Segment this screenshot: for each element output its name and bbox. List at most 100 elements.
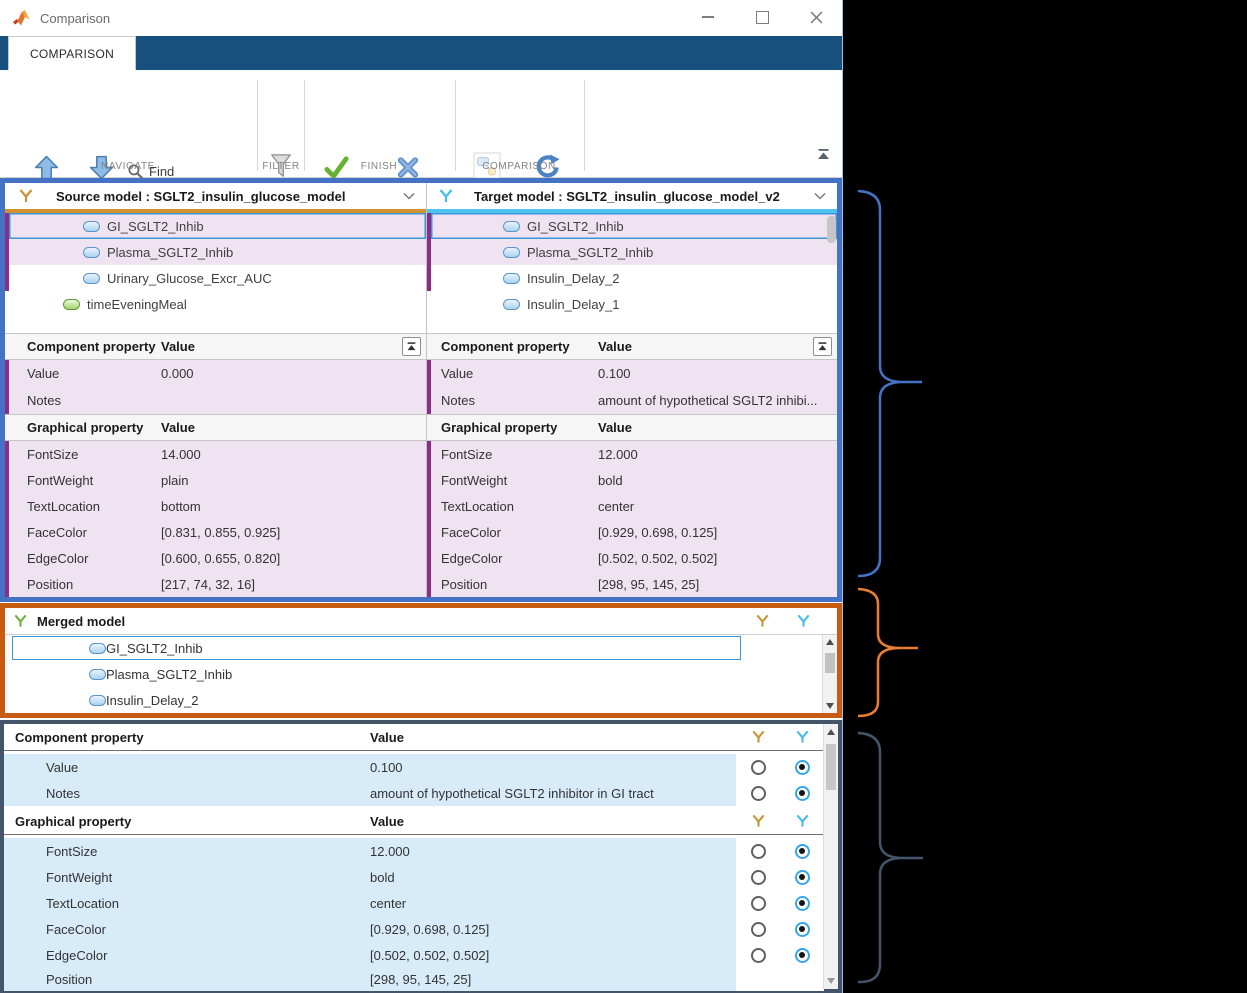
target-choice-cell[interactable]	[780, 838, 824, 864]
property-row[interactable]: FontWeightbold	[427, 467, 837, 493]
target-filter-column-header[interactable]	[780, 724, 824, 750]
source-choice-cell[interactable]	[736, 754, 780, 780]
toolbar-separator	[304, 80, 305, 171]
property-row[interactable]: TextLocationcenter	[427, 493, 837, 519]
merged-model-section: Merged model GI_SGLT2_Inhib Plasma_SGLT2…	[0, 603, 842, 718]
scrollbar-thumb[interactable]	[825, 653, 835, 673]
target-choice-cell[interactable]	[780, 942, 824, 968]
radio-source-unselected[interactable]	[751, 922, 766, 937]
blue-x-icon	[394, 154, 422, 181]
maximize-button[interactable]	[742, 0, 782, 34]
target-choice-cell[interactable]	[780, 780, 824, 806]
close-button[interactable]	[796, 0, 836, 34]
window-title: Comparison	[40, 11, 110, 26]
list-item[interactable]: Insulin_Delay_1	[427, 291, 837, 317]
list-item[interactable]: timeEveningMeal	[5, 291, 426, 317]
property-row[interactable]: TextLocationbottom	[5, 493, 426, 519]
property-row[interactable]: EdgeColor[0.600, 0.655, 0.820]	[5, 545, 426, 571]
collapse-ribbon-button[interactable]	[817, 148, 830, 163]
property-row[interactable]: Notesamount of hypothetical SGLT2 inhibi…	[427, 387, 837, 414]
scroll-down-icon[interactable]	[827, 978, 835, 984]
title-bar: Comparison	[0, 0, 842, 36]
radio-target-selected[interactable]	[795, 844, 810, 859]
source-choice-cell[interactable]	[736, 942, 780, 968]
target-choice-cell[interactable]	[780, 754, 824, 780]
green-check-icon	[322, 154, 351, 181]
radio-source-unselected[interactable]	[751, 896, 766, 911]
target-model-header[interactable]: Target model : SGLT2_insulin_glucose_mod…	[427, 183, 837, 209]
radio-source-unselected[interactable]	[751, 786, 766, 801]
parameter-icon	[63, 299, 80, 310]
radio-source-unselected[interactable]	[751, 760, 766, 775]
source-choice-cell[interactable]	[736, 890, 780, 916]
merged-section-brace	[858, 589, 918, 716]
target-filter-column-header[interactable]	[780, 808, 824, 834]
minimize-button[interactable]	[688, 0, 728, 34]
property-row[interactable]: Position[298, 95, 145, 25]	[427, 571, 837, 597]
details-graphical-header: Graphical property Value	[4, 808, 838, 835]
tab-comparison[interactable]: COMPARISON	[8, 36, 136, 70]
radio-source-unselected[interactable]	[751, 844, 766, 859]
scroll-up-icon[interactable]	[827, 729, 835, 735]
filter-source-choice-icon[interactable]	[755, 613, 770, 629]
property-row[interactable]: FontSize14.000	[5, 441, 426, 467]
scrollbar-thumb[interactable]	[827, 216, 836, 243]
radio-target-selected[interactable]	[795, 948, 810, 963]
filter-source-icon	[18, 188, 34, 204]
property-row[interactable]: Value0.100	[427, 360, 837, 387]
scroll-up-icon[interactable]	[826, 639, 834, 645]
details-scrollbar[interactable]	[823, 724, 838, 989]
list-item[interactable]: Plasma_SGLT2_Inhib	[5, 239, 426, 265]
radio-target-selected[interactable]	[795, 760, 810, 775]
radio-target-selected[interactable]	[795, 896, 810, 911]
merged-scrollbar[interactable]	[822, 635, 837, 713]
property-row[interactable]: Notes	[5, 387, 426, 414]
filter-target-choice-icon[interactable]	[796, 613, 811, 629]
source-model-header[interactable]: Source model : SGLT2_insulin_glucose_mod…	[5, 183, 426, 209]
source-choice-cell[interactable]	[736, 780, 780, 806]
list-item[interactable]: GI_SGLT2_Inhib	[5, 213, 426, 239]
scroll-down-icon[interactable]	[826, 703, 834, 709]
radio-target-selected[interactable]	[795, 786, 810, 801]
radio-source-unselected[interactable]	[751, 870, 766, 885]
collapse-table-button[interactable]	[402, 337, 421, 356]
details-row: FontWeightbold	[4, 864, 838, 890]
scrollbar-thumb[interactable]	[826, 744, 836, 790]
list-item[interactable]: Urinary_Glucose_Excr_AUC	[5, 265, 426, 291]
merged-list-item[interactable]: Plasma_SGLT2_Inhib	[5, 661, 837, 687]
target-graphical-property-header: Graphical property Value	[427, 414, 837, 441]
collapse-table-button[interactable]	[813, 337, 832, 356]
property-row[interactable]: FaceColor[0.831, 0.855, 0.925]	[5, 519, 426, 545]
property-row[interactable]: Position[217, 74, 32, 16]	[5, 571, 426, 597]
merged-list-item[interactable]: Insulin_Delay_2	[5, 687, 837, 713]
list-item[interactable]: Insulin_Delay_2	[427, 265, 837, 291]
target-choice-cell[interactable]	[780, 864, 824, 890]
merged-list-item[interactable]: GI_SGLT2_Inhib	[5, 635, 837, 661]
minimize-icon	[702, 16, 714, 18]
source-choice-cell[interactable]	[736, 864, 780, 890]
chevron-down-icon[interactable]	[814, 192, 826, 200]
radio-target-selected[interactable]	[795, 870, 810, 885]
source-choice-cell[interactable]	[736, 916, 780, 942]
source-choice-cell[interactable]	[736, 838, 780, 864]
radio-target-selected[interactable]	[795, 922, 810, 937]
target-choice-cell[interactable]	[780, 968, 824, 991]
target-choice-cell[interactable]	[780, 916, 824, 942]
chevron-down-icon[interactable]	[403, 192, 415, 200]
radio-source-unselected[interactable]	[751, 948, 766, 963]
filter-target-icon	[438, 188, 454, 204]
property-row[interactable]: EdgeColor[0.502, 0.502, 0.502]	[427, 545, 837, 571]
property-row[interactable]: FontSize12.000	[427, 441, 837, 467]
group-label-navigate: NAVIGATE	[101, 161, 155, 172]
source-filter-column-header[interactable]	[736, 808, 780, 834]
source-choice-cell[interactable]	[736, 968, 780, 991]
list-item[interactable]: Plasma_SGLT2_Inhib	[427, 239, 837, 265]
target-choice-cell[interactable]	[780, 890, 824, 916]
property-row[interactable]: Value0.000	[5, 360, 426, 387]
property-row[interactable]: FontWeightplain	[5, 467, 426, 493]
source-filter-column-header[interactable]	[736, 724, 780, 750]
details-row: FaceColor[0.929, 0.698, 0.125]	[4, 916, 838, 942]
details-row: FontSize12.000	[4, 838, 838, 864]
list-item[interactable]: GI_SGLT2_Inhib	[427, 213, 837, 239]
property-row[interactable]: FaceColor[0.929, 0.698, 0.125]	[427, 519, 837, 545]
